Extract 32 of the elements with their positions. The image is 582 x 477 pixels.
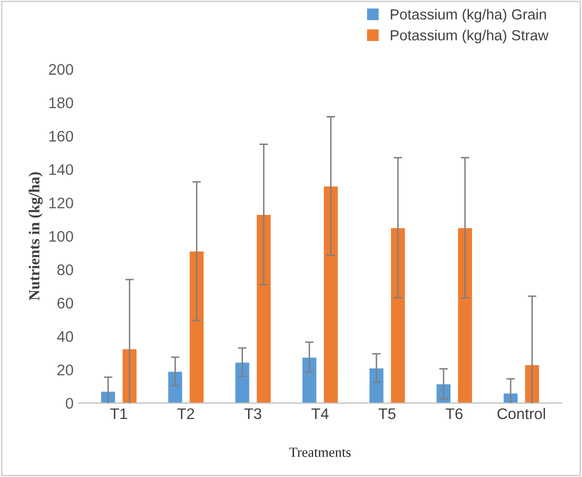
bar xyxy=(234,362,250,404)
bar xyxy=(256,214,272,404)
y-tick-label: 100 xyxy=(49,230,74,242)
y-tick-label: 80 xyxy=(57,264,74,276)
x-tick-label: T4 xyxy=(312,408,329,419)
y-tick-label: 40 xyxy=(57,331,74,342)
x-tick-label: Control xyxy=(498,408,545,420)
x-tick-label: T6 xyxy=(446,408,463,420)
y-tick-label: 140 xyxy=(49,164,74,176)
y-tick-label: 60 xyxy=(57,298,74,309)
x-tick-label: T1 xyxy=(110,408,127,419)
bar xyxy=(457,227,473,404)
bar xyxy=(302,356,318,404)
bar xyxy=(390,227,406,404)
y-tick-label: 120 xyxy=(49,198,74,208)
bar xyxy=(436,383,452,404)
bar xyxy=(167,370,183,404)
legend-label: Potassium (kg/ha) Grain xyxy=(390,8,546,22)
bar xyxy=(323,186,339,404)
y-tick-label: 20 xyxy=(57,364,74,376)
y-tick-label: 160 xyxy=(49,130,74,142)
bar xyxy=(368,368,384,404)
x-tick-label: T5 xyxy=(378,408,396,420)
y-tick-label: 180 xyxy=(49,97,74,108)
y-tick-label: 0 xyxy=(66,398,74,409)
x-tick-label: T3 xyxy=(244,408,262,420)
y-tick-label: 200 xyxy=(48,64,74,75)
bar xyxy=(188,250,204,404)
x-tick-label: T2 xyxy=(177,408,194,419)
x-axis-title: Treatments xyxy=(289,448,351,457)
y-axis-title: Nutrients in (kg/ha) xyxy=(28,172,43,300)
legend-label: Potassium (kg/ha) Straw xyxy=(390,30,549,44)
